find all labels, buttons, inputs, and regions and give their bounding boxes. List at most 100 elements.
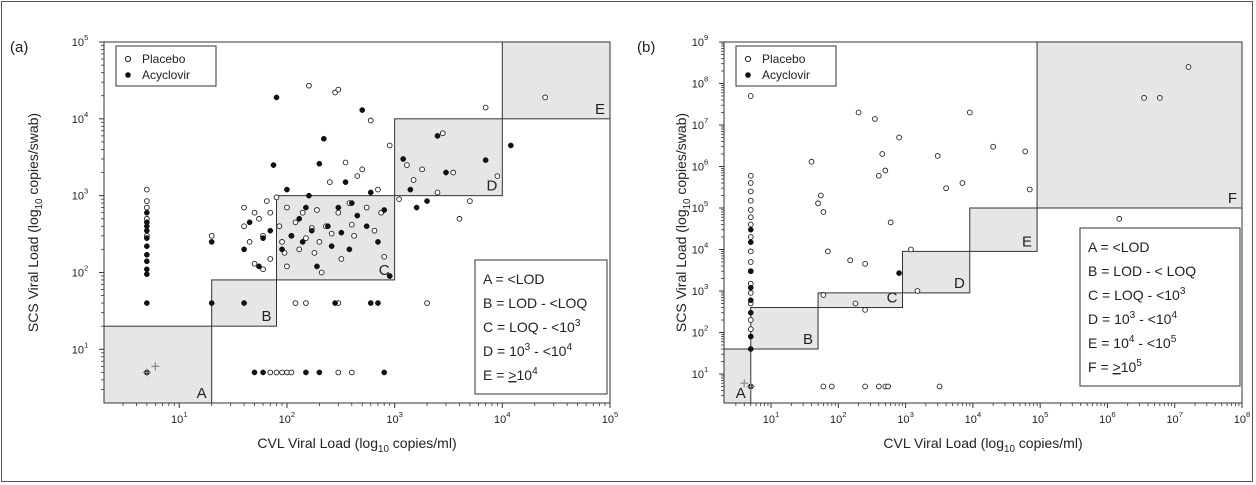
data-point-placebo [241, 204, 247, 211]
data-point-placebo [410, 177, 417, 183]
data-point-acyclovir [303, 369, 309, 376]
data-point-acyclovir [241, 300, 247, 306]
data-point-placebo [144, 186, 150, 193]
data-point-acyclovir [443, 169, 449, 176]
region-label-a: A [197, 385, 207, 402]
region-a [103, 325, 213, 404]
data-point-acyclovir [367, 300, 374, 306]
category-key-box [1079, 227, 1241, 387]
legend-marker-placebo [124, 55, 132, 63]
data-point-placebo [338, 256, 345, 262]
legend-marker-acyclovir [125, 72, 131, 78]
data-point-acyclovir [747, 297, 754, 304]
data-point-placebo [825, 248, 831, 255]
data-point-placebo [335, 369, 342, 376]
data-point-acyclovir [241, 246, 247, 253]
data-point-placebo [467, 198, 473, 204]
category-key-line: D = 103​ - <104​ [483, 342, 572, 359]
data-point-placebo [820, 209, 827, 215]
y-tick-label: 109 [692, 33, 709, 49]
data-point-acyclovir [413, 204, 420, 211]
data-point-placebo [375, 186, 381, 193]
data-point-placebo [303, 300, 309, 306]
data-point-placebo [943, 185, 949, 192]
x-tick-label: 101 [171, 410, 188, 426]
x-tick-label: 102 [279, 410, 296, 426]
data-point-placebo [363, 204, 370, 211]
data-point-placebo [1141, 95, 1147, 101]
data-point-acyclovir [273, 94, 280, 101]
x-tick-label: 108 [1234, 410, 1251, 426]
y-tick-label: 108 [692, 74, 709, 90]
data-point-placebo [328, 230, 335, 237]
region-e [501, 41, 611, 120]
legend-label-acyclovir: Acyclovir [142, 68, 190, 82]
data-point-placebo [747, 180, 754, 186]
x-tick-label: 104 [965, 410, 982, 426]
x-tick-label: 104 [494, 410, 511, 426]
legend-marker-acyclovir [745, 72, 751, 78]
data-point-acyclovir [251, 369, 258, 376]
data-point-acyclovir [747, 284, 754, 291]
data-point-acyclovir [747, 239, 754, 246]
data-point-placebo [990, 143, 996, 150]
category-key-line: E = >104​ [483, 366, 538, 383]
data-point-placebo [263, 198, 270, 204]
region-label-c: C [887, 290, 898, 307]
data-point-placebo [934, 153, 941, 159]
data-point-placebo [747, 188, 754, 195]
data-point-acyclovir [260, 235, 266, 241]
data-point-placebo [966, 109, 973, 116]
data-point-placebo [251, 209, 258, 216]
data-point-acyclovir [308, 227, 315, 234]
data-point-acyclovir [144, 258, 150, 265]
data-point-placebo [959, 180, 966, 186]
data-point-acyclovir [256, 263, 262, 270]
legend-label-placebo: Placebo [142, 52, 186, 66]
data-point-placebo [439, 130, 446, 137]
data-point-placebo [747, 234, 754, 240]
data-point-placebo [359, 166, 366, 173]
data-point-acyclovir [354, 212, 361, 219]
y-tick-label: 102 [692, 323, 709, 339]
data-point-acyclovir [284, 186, 290, 193]
data-point-acyclovir [296, 215, 303, 222]
region-label-e: E [595, 101, 605, 118]
y-tick-label: 104 [692, 240, 709, 256]
data-point-placebo [256, 215, 262, 222]
category-key-line: E = 104​ - <105​ [1088, 334, 1177, 351]
data-point-placebo [273, 194, 280, 201]
data-point-placebo [817, 192, 824, 199]
data-point-placebo [820, 383, 827, 390]
region-a [723, 348, 752, 404]
data-point-plus [142, 368, 151, 377]
region-c [817, 292, 904, 309]
data-point-plus [151, 362, 160, 371]
data-point-acyclovir [381, 369, 388, 376]
data-point-placebo [318, 269, 325, 276]
data-point-placebo [144, 198, 150, 204]
region-label-b: B [261, 308, 271, 325]
data-point-placebo [747, 207, 754, 213]
data-point-placebo [747, 197, 754, 204]
data-point-placebo [314, 207, 320, 213]
data-point-acyclovir [144, 300, 150, 306]
data-point-placebo [450, 169, 457, 176]
data-point-placebo [808, 158, 815, 165]
data-point-acyclovir [332, 300, 338, 306]
region-label-e: E [1022, 233, 1032, 250]
data-point-placebo [419, 166, 425, 173]
data-point-acyclovir [359, 107, 366, 113]
data-point-acyclovir [320, 135, 327, 142]
x-tick-label: 103 [386, 410, 403, 426]
category-key-line: F = >105​ [1088, 358, 1142, 375]
data-point-placebo [386, 142, 393, 149]
data-point-placebo [815, 200, 821, 207]
data-point-placebo [296, 246, 303, 253]
data-point-placebo [820, 292, 827, 298]
data-point-placebo [862, 383, 868, 390]
data-point-placebo [276, 223, 283, 230]
data-point-placebo [747, 93, 754, 99]
data-point-placebo [351, 232, 357, 239]
data-point-placebo [326, 179, 333, 185]
